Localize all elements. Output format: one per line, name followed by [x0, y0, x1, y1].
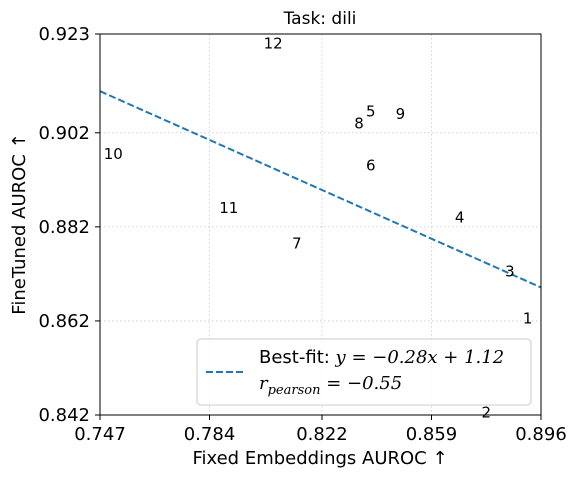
- legend: Best-fit: y = −0.28x + 1.12 rpearson = −…: [196, 338, 532, 406]
- y-tick-label: 0.862: [38, 311, 90, 332]
- legend-fit-equation: y = −0.28x + 1.12: [335, 347, 505, 368]
- point-label-4: 4: [455, 208, 465, 226]
- point-label-9: 9: [396, 105, 406, 123]
- chart-title: Task: dili: [283, 9, 357, 29]
- y-ticks: 0.842 0.862 0.882 0.902 0.923: [38, 24, 100, 426]
- legend-entry-pearson: rpearson = −0.55: [259, 373, 402, 398]
- point-label-6: 6: [366, 157, 376, 175]
- point-label-12: 12: [264, 34, 283, 52]
- y-axis-title: FineTuned AUROC ↑: [9, 133, 30, 314]
- y-tick-label: 0.882: [38, 217, 90, 238]
- y-tick-label: 0.902: [38, 123, 90, 144]
- x-tick-label: 0.896: [515, 424, 567, 445]
- legend-box: [196, 338, 532, 406]
- legend-entry-fit: Best-fit: y = −0.28x + 1.12: [259, 347, 504, 368]
- point-label-1: 1: [523, 310, 533, 328]
- point-label-8: 8: [354, 114, 364, 132]
- point-label-5: 5: [366, 103, 376, 121]
- legend-r-symbol: r: [259, 373, 269, 394]
- point-label-3: 3: [505, 263, 515, 281]
- x-tick-label: 0.747: [74, 424, 126, 445]
- legend-fit-prefix: Best-fit:: [259, 347, 336, 368]
- point-label-2: 2: [481, 404, 491, 422]
- point-label-7: 7: [292, 234, 302, 252]
- point-label-10: 10: [104, 145, 123, 163]
- fit-line-group: [100, 90, 541, 289]
- legend-r-subscript: pearson: [268, 383, 321, 398]
- y-tick-label: 0.923: [38, 24, 90, 45]
- fit-line: [100, 90, 541, 289]
- x-tick-label: 0.859: [406, 424, 458, 445]
- legend-r-value: = −0.55: [320, 373, 402, 394]
- x-tick-label: 0.784: [184, 424, 236, 445]
- y-tick-label: 0.842: [38, 405, 90, 426]
- point-label-11: 11: [219, 199, 238, 217]
- x-tick-label: 0.822: [296, 424, 348, 445]
- plot-frame: [99, 33, 542, 416]
- x-axis-title: Fixed Embeddings AUROC ↑: [192, 448, 447, 469]
- x-ticks: 0.747 0.784 0.822 0.859 0.896: [74, 415, 567, 445]
